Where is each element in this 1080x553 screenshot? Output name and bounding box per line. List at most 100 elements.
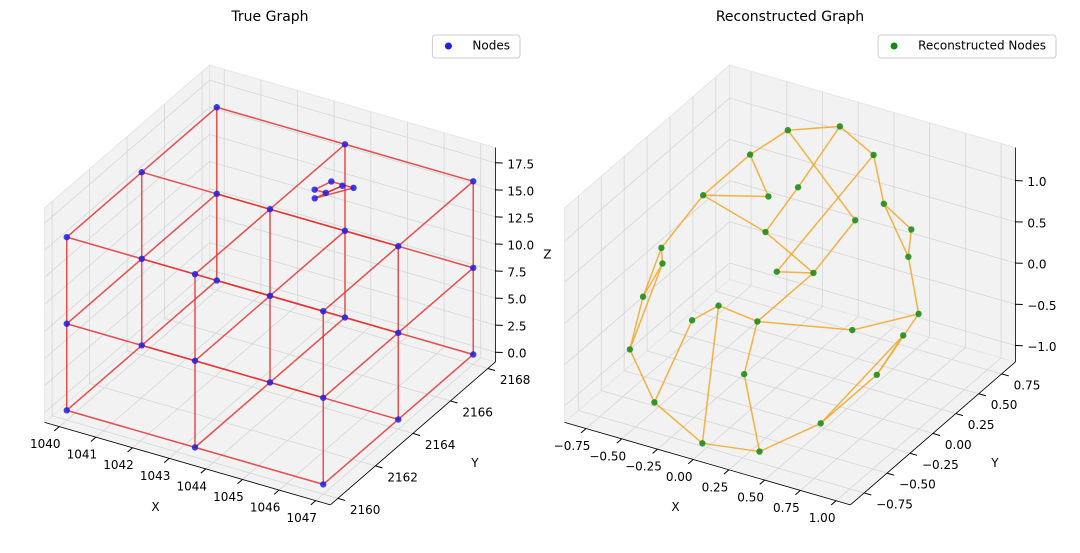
z-tick-label: 17.5: [507, 157, 534, 171]
grid-line: [729, 262, 1016, 346]
edge: [839, 125, 875, 156]
grid-line: [209, 242, 496, 326]
node: [626, 346, 634, 353]
tick-mark: [759, 479, 765, 485]
edge: [743, 321, 759, 375]
edge: [787, 129, 856, 221]
edge: [344, 230, 474, 269]
z-tick-label: 1.0: [1027, 175, 1046, 189]
grid-line: [44, 161, 210, 305]
tick-mark: [864, 492, 872, 496]
legend-label: Nodes: [472, 39, 510, 53]
z-tick-label: 10.0: [507, 238, 534, 252]
edge: [629, 263, 664, 350]
edge: [653, 401, 703, 444]
y-tick-label: 2166: [462, 405, 493, 419]
y-tick-label: −0.75: [876, 497, 913, 511]
node: [266, 292, 274, 300]
edge: [759, 422, 822, 453]
node: [311, 186, 318, 193]
z-tick-label: −1.0: [1027, 340, 1056, 354]
grid-line: [601, 390, 888, 474]
grid-line: [44, 215, 210, 359]
y-tick-label: 0.50: [991, 398, 1018, 412]
y-tick-label: 0.25: [968, 418, 995, 432]
edge: [702, 154, 751, 196]
tick-mark: [90, 436, 97, 442]
grid-line: [729, 97, 1016, 181]
z-tick-label: 0.5: [1027, 216, 1046, 230]
node: [852, 217, 859, 224]
node: [880, 200, 888, 207]
node: [915, 310, 922, 318]
grid-line: [44, 188, 210, 332]
node: [322, 189, 330, 197]
edge: [718, 304, 758, 323]
edge: [883, 203, 910, 258]
x-tick-label: 0.75: [773, 501, 800, 515]
edge: [756, 272, 814, 323]
tick-mark: [375, 465, 383, 469]
node: [754, 318, 761, 325]
edge: [269, 230, 346, 297]
x-tick-label: 1045: [213, 490, 244, 504]
node: [699, 192, 707, 199]
node: [715, 302, 722, 309]
x-tick-label: −0.50: [589, 449, 626, 463]
grid-line: [646, 350, 934, 434]
y-tick-label: 2164: [425, 438, 456, 452]
x-tick-label: 1042: [103, 458, 134, 472]
y-axis-label: Y: [470, 456, 479, 470]
node: [900, 332, 907, 339]
x-tick-label: 1041: [67, 448, 98, 462]
edge: [749, 129, 789, 156]
grid-line: [715, 290, 1002, 375]
node: [138, 342, 145, 349]
grid-line: [669, 330, 956, 414]
legend-marker: [890, 42, 898, 50]
x-tick-label: 0.00: [666, 470, 693, 484]
edge: [876, 334, 904, 376]
grid-line: [209, 106, 496, 191]
tick-mark: [200, 468, 207, 474]
grid-line: [209, 161, 496, 245]
edge: [812, 219, 856, 274]
edge: [757, 320, 853, 331]
node: [341, 227, 349, 235]
edge: [141, 279, 218, 346]
node: [341, 314, 349, 321]
tick-mark: [652, 448, 658, 454]
edge: [743, 374, 761, 452]
tick-mark: [163, 457, 170, 463]
grid-line: [209, 188, 496, 272]
node: [905, 253, 912, 260]
edge: [852, 313, 919, 331]
edge: [194, 446, 324, 486]
grid-line: [164, 318, 451, 402]
tick-mark: [909, 452, 918, 456]
node: [794, 184, 802, 191]
edge: [660, 194, 704, 249]
tick-mark: [337, 497, 346, 501]
node: [63, 233, 70, 241]
edge: [344, 316, 474, 356]
grid-line: [89, 383, 376, 467]
edge: [787, 125, 840, 131]
tick-mark: [450, 400, 458, 404]
node: [395, 243, 402, 250]
node: [870, 151, 877, 159]
edge: [872, 154, 885, 204]
edge: [653, 319, 693, 403]
node: [63, 407, 70, 414]
grid-line: [209, 215, 496, 299]
edge: [642, 263, 664, 298]
node: [765, 193, 772, 200]
node: [266, 206, 274, 213]
edge: [820, 334, 904, 424]
node: [688, 317, 696, 324]
edge: [629, 296, 644, 350]
tick-mark: [237, 479, 243, 485]
y-axis-label: Y: [990, 456, 999, 470]
x-tick-label: 1044: [177, 479, 208, 493]
